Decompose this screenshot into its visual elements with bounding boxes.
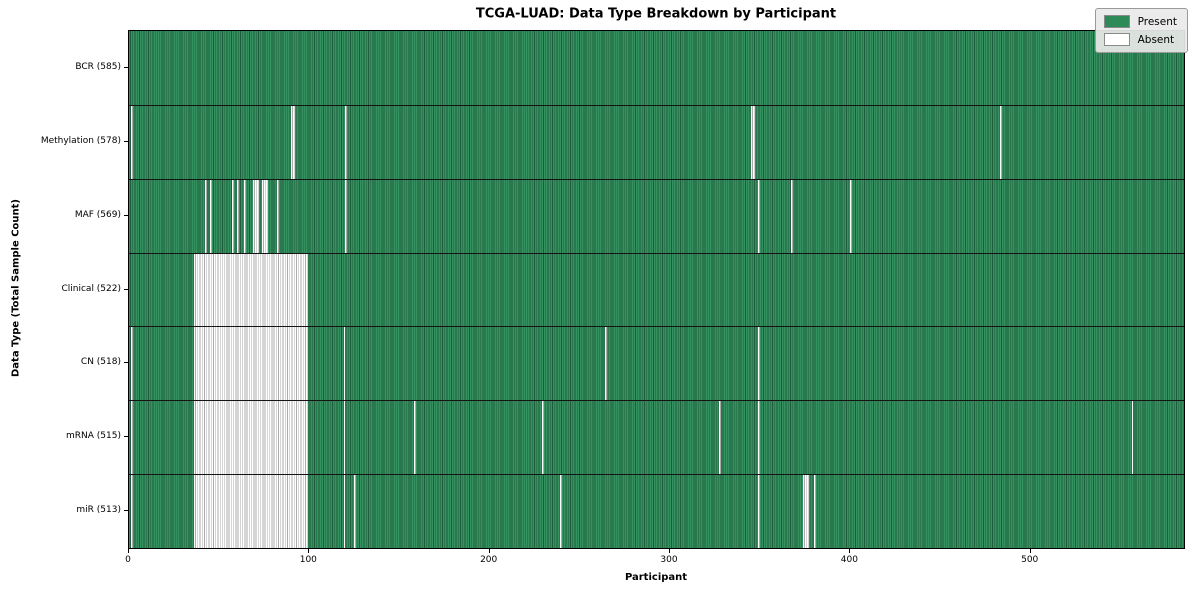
chart-title: TCGA-LUAD: Data Type Breakdown by Partic…	[475, 6, 837, 22]
y-tick-mark	[124, 66, 128, 68]
x-tick-mark	[849, 549, 851, 553]
y-axis-label: Data Type (Total Sample Count)	[10, 198, 22, 378]
heatmap-row-clinical	[129, 252, 1184, 327]
y-tick-label-maf: MAF (569)	[74, 209, 121, 220]
absent-segment	[253, 178, 259, 253]
y-tick-label-bcr: BCR (585)	[75, 61, 121, 72]
x-tick-mark	[308, 549, 310, 553]
x-tick-mark	[128, 549, 129, 553]
absent-segment	[1000, 104, 1002, 179]
row-separator	[129, 178, 1184, 180]
absent-segment	[814, 474, 817, 548]
row-separator	[129, 326, 1184, 328]
absent-segment	[343, 400, 346, 475]
row-separator	[129, 104, 1184, 106]
y-tick-label-methylation: Methylation (578)	[40, 135, 121, 146]
absent-swatch-icon	[1103, 33, 1130, 46]
y-tick-mark	[124, 436, 128, 438]
x-tick-label: 0	[125, 555, 131, 565]
legend: Present Absent	[1094, 8, 1188, 53]
x-axis-label: Participant	[624, 572, 688, 583]
absent-segment	[751, 104, 755, 179]
absent-segment	[237, 178, 239, 253]
absent-segment	[262, 178, 268, 253]
absent-segment	[193, 474, 308, 548]
absent-segment	[803, 474, 809, 548]
absent-segment	[343, 326, 346, 401]
row-separator	[129, 474, 1184, 476]
absent-segment	[204, 178, 207, 253]
legend-label-absent: Absent	[1137, 33, 1175, 46]
absent-segment	[130, 104, 133, 179]
heatmap-row-mrna	[129, 400, 1184, 475]
absent-segment	[130, 400, 133, 475]
absent-segment	[193, 400, 308, 475]
absent-segment	[244, 178, 247, 253]
y-tick-mark	[124, 214, 128, 216]
absent-segment	[193, 252, 308, 327]
absent-segment	[850, 178, 853, 253]
heatmap-row-bcr	[129, 31, 1184, 105]
plot-area	[128, 30, 1185, 549]
absent-segment	[130, 474, 133, 548]
x-tick-mark	[669, 549, 671, 553]
absent-segment	[193, 326, 308, 401]
absent-segment	[560, 474, 562, 548]
x-tick-label: 400	[840, 555, 858, 565]
x-tick-label: 200	[480, 555, 498, 565]
y-tick-label-mrna: mRNA (515)	[66, 431, 121, 442]
present-swatch-icon	[1103, 15, 1130, 28]
x-tick-mark	[1029, 549, 1031, 553]
absent-segment	[790, 178, 793, 253]
y-tick-label-cn: CN (518)	[80, 357, 121, 368]
absent-segment	[210, 178, 212, 253]
row-separator	[129, 400, 1184, 402]
absent-segment	[413, 400, 416, 475]
absent-segment	[130, 326, 133, 401]
x-tick-label: 100	[299, 555, 317, 565]
heatmap-row-maf	[129, 178, 1184, 253]
absent-segment	[1131, 400, 1134, 475]
absent-segment	[276, 178, 279, 253]
absent-segment	[231, 178, 234, 253]
absent-segment	[758, 400, 761, 475]
x-tick-label: 300	[660, 555, 678, 565]
legend-label-present: Present	[1137, 15, 1177, 28]
heatmap-row-methylation	[129, 104, 1184, 179]
y-tick-mark	[124, 140, 128, 142]
absent-segment	[291, 104, 295, 179]
absent-segment	[345, 104, 348, 179]
absent-segment	[605, 326, 607, 401]
row-separator	[129, 252, 1184, 254]
legend-entry-present: Present	[1103, 15, 1177, 28]
absent-segment	[345, 178, 348, 253]
absent-segment	[541, 400, 544, 475]
absent-segment	[758, 178, 761, 253]
y-tick-mark	[124, 510, 128, 512]
y-tick-mark	[124, 362, 128, 364]
absent-segment	[354, 474, 357, 548]
absent-segment	[343, 474, 346, 548]
x-tick-label: 500	[1021, 555, 1039, 565]
legend-entry-absent: Absent	[1103, 33, 1177, 46]
absent-segment	[718, 400, 721, 475]
heatmap-row-mir	[129, 474, 1184, 548]
y-tick-label-clinical: Clinical (522)	[61, 283, 121, 294]
absent-segment	[758, 326, 761, 401]
x-tick-mark	[488, 549, 490, 553]
heatmap-row-cn	[129, 326, 1184, 401]
y-tick-label-mir: miR (513)	[76, 505, 121, 516]
y-tick-mark	[124, 288, 128, 290]
absent-segment	[758, 474, 761, 548]
